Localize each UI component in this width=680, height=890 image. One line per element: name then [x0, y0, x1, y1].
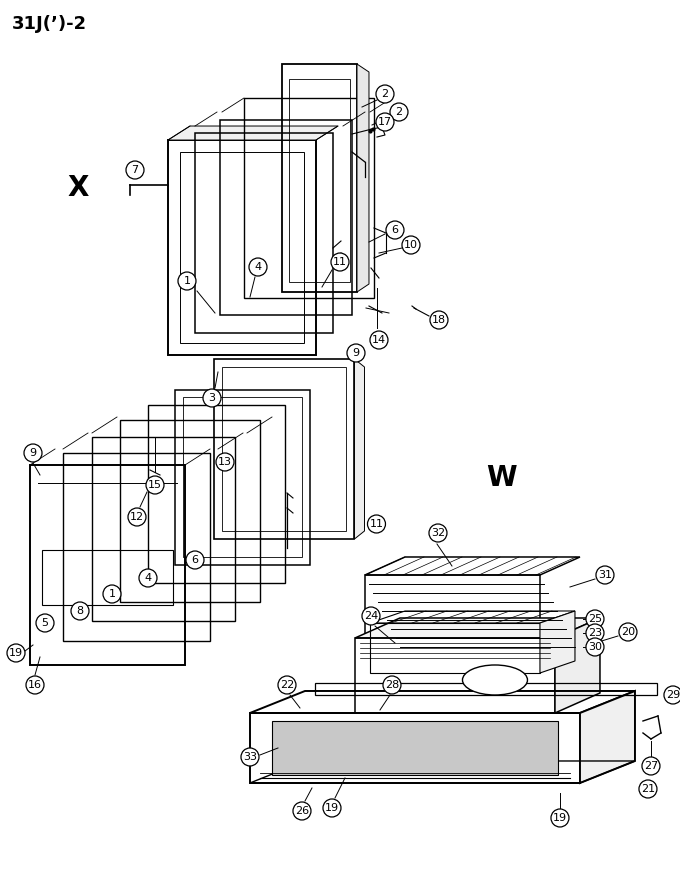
Text: 9: 9	[352, 348, 360, 358]
Text: 20: 20	[621, 627, 635, 637]
Circle shape	[639, 780, 657, 798]
Text: 11: 11	[333, 257, 347, 267]
Text: 16: 16	[28, 680, 42, 690]
Circle shape	[664, 686, 680, 704]
Polygon shape	[540, 611, 575, 673]
Text: 3: 3	[209, 393, 216, 403]
Text: 14: 14	[372, 335, 386, 345]
Text: 1: 1	[109, 589, 116, 599]
Text: 25: 25	[588, 614, 602, 624]
Text: 30: 30	[588, 642, 602, 652]
Text: 4: 4	[144, 573, 152, 583]
Text: 29: 29	[666, 690, 680, 700]
Circle shape	[128, 508, 146, 526]
Text: 23: 23	[588, 628, 602, 638]
Circle shape	[186, 551, 204, 569]
Text: 4: 4	[254, 262, 262, 272]
Text: 6: 6	[392, 225, 398, 235]
Text: 12: 12	[130, 512, 144, 522]
Circle shape	[362, 607, 380, 625]
Circle shape	[586, 624, 604, 642]
Circle shape	[24, 444, 42, 462]
Text: 2: 2	[381, 89, 388, 99]
Circle shape	[331, 253, 349, 271]
Text: 21: 21	[641, 784, 655, 794]
Polygon shape	[272, 721, 558, 775]
Text: 10: 10	[404, 240, 418, 250]
Polygon shape	[354, 359, 364, 539]
Text: 31J(’)-2: 31J(’)-2	[12, 15, 87, 33]
Text: 17: 17	[378, 117, 392, 127]
Text: 15: 15	[148, 480, 162, 490]
Circle shape	[71, 602, 89, 620]
Circle shape	[370, 331, 388, 349]
Circle shape	[376, 113, 394, 131]
Ellipse shape	[462, 665, 528, 695]
Text: 24: 24	[364, 611, 378, 621]
Text: 18: 18	[432, 315, 446, 325]
Text: 1: 1	[184, 276, 190, 286]
Circle shape	[347, 344, 365, 362]
Circle shape	[293, 802, 311, 820]
Text: 22: 22	[280, 680, 294, 690]
Text: 33: 33	[243, 752, 257, 762]
Circle shape	[103, 585, 121, 603]
Text: 13: 13	[218, 457, 232, 467]
Circle shape	[586, 638, 604, 656]
Circle shape	[390, 103, 408, 121]
Circle shape	[402, 236, 420, 254]
Circle shape	[216, 453, 234, 471]
Circle shape	[26, 676, 44, 694]
Circle shape	[596, 566, 614, 584]
Circle shape	[241, 748, 259, 766]
Circle shape	[7, 644, 25, 662]
Polygon shape	[168, 126, 338, 140]
Circle shape	[126, 161, 144, 179]
Circle shape	[586, 610, 604, 628]
Circle shape	[323, 799, 341, 817]
Circle shape	[430, 311, 448, 329]
Text: 5: 5	[41, 618, 48, 628]
Circle shape	[429, 524, 447, 542]
Text: 9: 9	[29, 448, 37, 458]
Text: 19: 19	[325, 803, 339, 813]
Text: 7: 7	[131, 165, 139, 175]
Polygon shape	[580, 691, 635, 783]
Text: 2: 2	[395, 107, 403, 117]
Text: 31: 31	[598, 570, 612, 580]
Circle shape	[146, 476, 164, 494]
Circle shape	[619, 623, 637, 641]
Text: 11: 11	[369, 519, 384, 529]
Text: 8: 8	[76, 606, 84, 616]
Polygon shape	[357, 64, 369, 292]
Circle shape	[278, 676, 296, 694]
Polygon shape	[555, 618, 600, 713]
Polygon shape	[355, 618, 600, 638]
Circle shape	[139, 569, 157, 587]
Text: 19: 19	[9, 648, 23, 658]
Text: W: W	[487, 464, 517, 492]
Circle shape	[642, 757, 660, 775]
Text: 27: 27	[644, 761, 658, 771]
Circle shape	[203, 389, 221, 407]
Circle shape	[249, 258, 267, 276]
Circle shape	[367, 515, 386, 533]
Text: X: X	[67, 174, 88, 202]
Circle shape	[551, 809, 569, 827]
Text: 6: 6	[192, 555, 199, 565]
Text: 26: 26	[295, 806, 309, 816]
Circle shape	[178, 272, 196, 290]
Circle shape	[376, 85, 394, 103]
Text: 28: 28	[385, 680, 399, 690]
Circle shape	[386, 221, 404, 239]
Text: 32: 32	[431, 528, 445, 538]
Circle shape	[36, 614, 54, 632]
Text: 19: 19	[553, 813, 567, 823]
Circle shape	[383, 676, 401, 694]
